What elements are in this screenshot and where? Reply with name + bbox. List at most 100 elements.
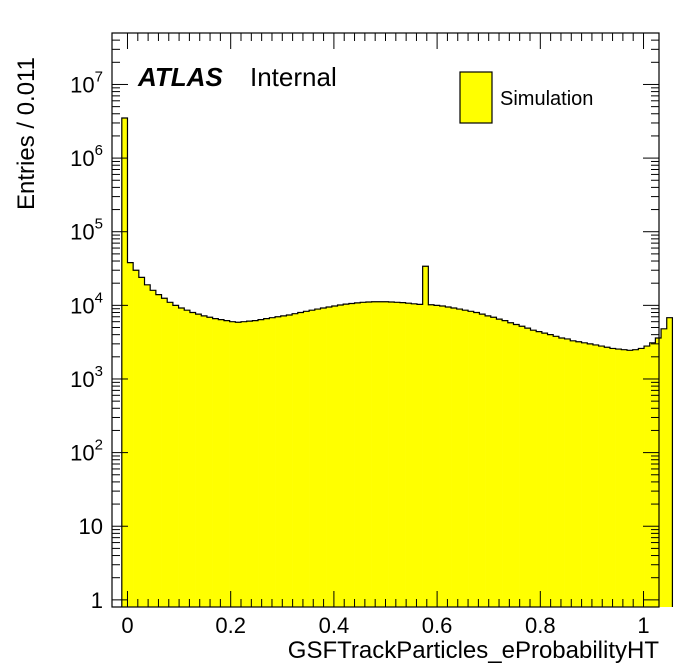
- histogram-bar: [558, 338, 565, 607]
- histogram-bar: [303, 311, 310, 607]
- histogram-bar: [388, 302, 395, 607]
- histogram-bar: [172, 305, 179, 607]
- y-tick-label: 105: [70, 216, 103, 245]
- histogram-bar: [661, 328, 668, 607]
- histogram-bar: [575, 341, 582, 607]
- histogram-bar: [598, 346, 605, 607]
- histogram-bar: [252, 320, 259, 607]
- legend-label-simulation: Simulation: [500, 88, 593, 110]
- histogram-bar: [189, 312, 196, 607]
- atlas-label: ATLAS: [137, 62, 223, 92]
- histogram-bar: [246, 321, 253, 607]
- histogram-bar: [496, 319, 503, 607]
- histogram-bar: [167, 302, 174, 607]
- histogram-bar: [178, 308, 185, 607]
- x-tick-label: 0.6: [422, 613, 453, 638]
- histogram-bar: [621, 349, 628, 607]
- y-tick-labels: 1 10 102 103 104 105 106 107: [70, 68, 103, 612]
- histogram-bar: [320, 308, 327, 607]
- histogram-bar: [348, 303, 355, 607]
- histogram-bar: [337, 305, 344, 607]
- histogram-bar: [411, 303, 418, 607]
- histogram-bar: [541, 333, 548, 607]
- histogram-bar: [615, 349, 622, 607]
- histogram-bar: [258, 319, 265, 607]
- x-tick-label: 0.8: [525, 613, 556, 638]
- x-tick-label: 0.2: [215, 613, 246, 638]
- histogram-bar: [627, 350, 633, 607]
- histogram-bar: [581, 342, 588, 607]
- histogram-bar: [354, 302, 361, 607]
- histogram-bar: [297, 312, 304, 607]
- histogram-bar: [519, 326, 526, 607]
- histogram-bar: [405, 303, 412, 607]
- histogram-bar: [206, 317, 213, 607]
- histogram-bar: [241, 321, 247, 607]
- histogram-bar: [360, 302, 367, 607]
- histogram-bar: [490, 317, 497, 607]
- histogram-bar: [394, 302, 401, 607]
- y-tick-label: 10: [79, 514, 103, 539]
- histogram-bars: [121, 118, 673, 608]
- histogram-bar: [127, 262, 134, 607]
- histogram-bar: [416, 304, 423, 607]
- histogram-bar: [564, 338, 571, 607]
- histogram-bar: [513, 324, 520, 607]
- y-tick-label: 106: [70, 142, 103, 171]
- histogram-bar: [587, 343, 594, 607]
- histogram-bar: [365, 302, 372, 607]
- histogram-bar: [451, 308, 458, 607]
- histogram-bar: [456, 309, 463, 607]
- histogram-bar: [473, 312, 480, 607]
- histogram-bar: [195, 314, 202, 607]
- x-axis-title: GSFTrackParticles_eProbabilityHT: [288, 637, 660, 664]
- histogram-bar: [235, 322, 242, 607]
- histogram-bar: [161, 298, 168, 607]
- histogram-bar: [428, 304, 435, 607]
- histogram-bar: [570, 340, 577, 607]
- x-tick-label: 0.4: [319, 613, 350, 638]
- histogram-bar: [263, 318, 270, 607]
- histogram-bar: [524, 328, 531, 607]
- x-tick-label: 1: [637, 613, 649, 638]
- histogram-bar: [655, 338, 662, 607]
- histogram-bar: [155, 294, 162, 607]
- histogram-bar: [343, 304, 350, 607]
- histogram-bar: [502, 320, 509, 607]
- histogram-bar: [479, 314, 486, 607]
- histogram-bar: [536, 331, 543, 607]
- y-tick-label: 103: [70, 363, 103, 392]
- histogram-bar: [399, 302, 406, 607]
- internal-label: Internal: [250, 62, 337, 92]
- histogram-bar: [666, 317, 673, 607]
- histogram-bar: [644, 346, 651, 607]
- histogram-bar: [326, 306, 333, 607]
- x-tick-label: 0: [121, 613, 133, 638]
- histogram-bar: [212, 318, 219, 607]
- histogram-bar: [144, 284, 151, 607]
- histogram-bar: [434, 305, 440, 607]
- histogram-bar: [292, 313, 299, 607]
- histogram-bar: [269, 317, 276, 607]
- histogram-bar: [445, 306, 452, 607]
- histogram-bar: [223, 320, 230, 607]
- histogram-bar: [331, 305, 338, 607]
- histogram-bar: [382, 301, 389, 607]
- histogram-bar: [184, 310, 191, 607]
- histogram-bar: [229, 321, 236, 607]
- y-axis-title: Entries / 0.011: [13, 57, 40, 210]
- histogram-bar: [485, 315, 492, 607]
- histogram-bar: [632, 349, 639, 607]
- histogram-bar: [547, 334, 554, 607]
- histogram-bar: [309, 310, 316, 607]
- histogram-bar: [218, 319, 225, 607]
- legend: Simulation: [459, 71, 593, 124]
- histogram-bar: [604, 347, 611, 607]
- histogram-bar: [638, 348, 645, 607]
- histogram-bar: [462, 310, 469, 607]
- histogram-bar: [138, 277, 145, 607]
- histogram-bar: [286, 314, 293, 607]
- histogram-bar: [530, 330, 537, 607]
- y-tick-label: 104: [70, 289, 103, 318]
